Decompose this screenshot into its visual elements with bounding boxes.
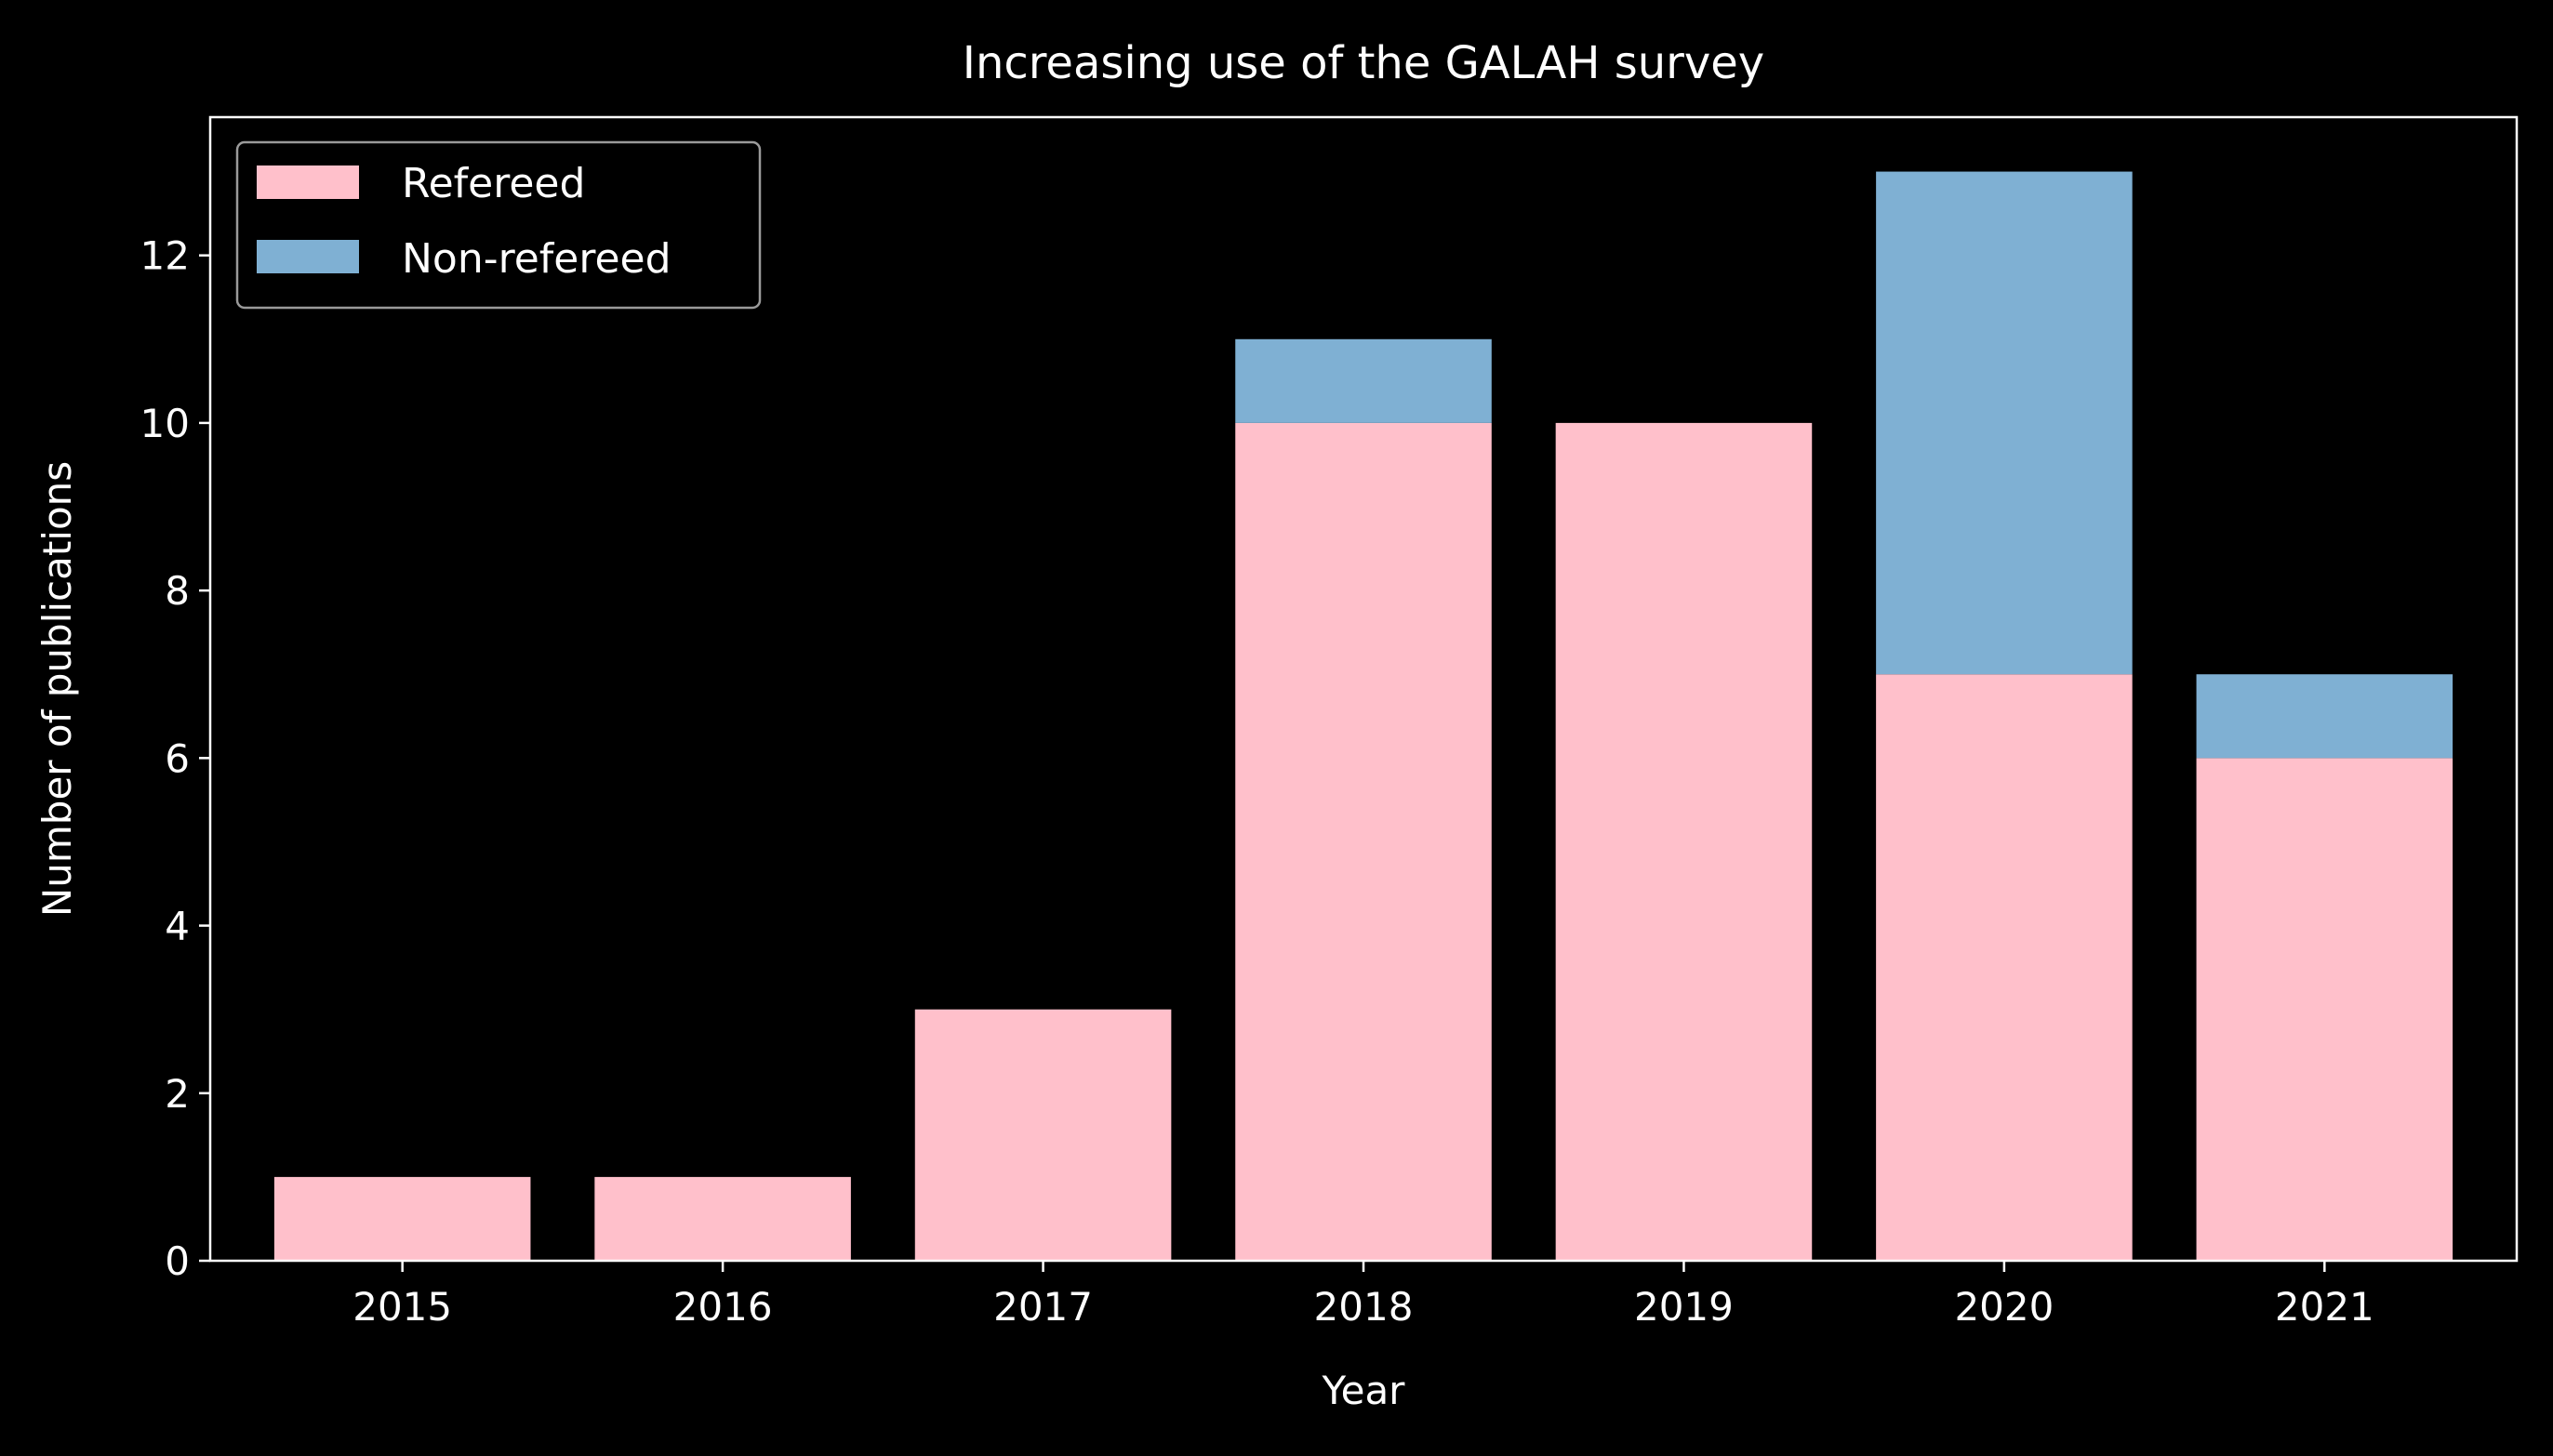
x-tick-label: 2015 <box>352 1284 452 1330</box>
x-axis-label: Year <box>1322 1368 1406 1413</box>
legend-swatch-non-refereed <box>257 240 359 273</box>
y-tick-label: 10 <box>140 401 190 446</box>
plot-frame <box>208 115 2519 1263</box>
legend-swatch-refereed <box>257 165 359 199</box>
legend-box <box>235 140 762 310</box>
y-tick-label: 4 <box>165 904 190 949</box>
chart-title: Increasing use of the GALAH survey <box>963 37 1764 89</box>
legend: Refereed Non-refereed <box>235 140 762 310</box>
legend-label-non-refereed: Non-refereed <box>402 235 671 283</box>
x-tick-label: 2021 <box>2275 1284 2374 1330</box>
bar-refereed-2020 <box>1876 674 2133 1261</box>
y-tick-label: 8 <box>165 568 190 614</box>
y-axis-label: Number of publications <box>34 461 80 917</box>
y-tick-label: 6 <box>165 735 190 781</box>
legend-label-refereed: Refereed <box>402 160 585 207</box>
x-tick-label: 2016 <box>673 1284 773 1330</box>
bar-refereed-2017 <box>914 1009 1172 1261</box>
y-tick-label: 0 <box>165 1238 190 1284</box>
bar-refereed-2019 <box>1555 422 1813 1261</box>
bar-refereed-2018 <box>1235 422 1492 1261</box>
y-axis: 0 2 4 6 8 10 12 <box>140 233 210 1284</box>
y-tick-label: 12 <box>140 233 190 279</box>
x-tick-label: 2018 <box>1314 1284 1414 1330</box>
bar-non-refereed-2021 <box>2196 674 2453 759</box>
bar-refereed-2016 <box>594 1176 851 1261</box>
x-tick-label: 2020 <box>1954 1284 2054 1330</box>
x-axis: 2015 2016 2017 2018 2019 2020 2021 <box>352 1261 2374 1330</box>
bar-refereed-2021 <box>2196 758 2453 1261</box>
plot-area <box>273 171 2453 1261</box>
y-tick-label: 2 <box>165 1071 190 1117</box>
bar-non-refereed-2020 <box>1876 171 2133 675</box>
x-tick-label: 2019 <box>1634 1284 1734 1330</box>
bar-refereed-2015 <box>273 1176 531 1261</box>
bar-non-refereed-2018 <box>1235 338 1492 423</box>
x-tick-label: 2017 <box>993 1284 1093 1330</box>
